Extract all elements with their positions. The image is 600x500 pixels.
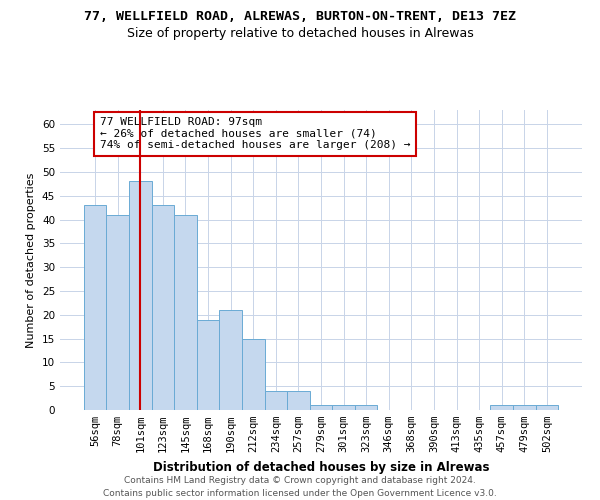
Text: Contains HM Land Registry data © Crown copyright and database right 2024.
Contai: Contains HM Land Registry data © Crown c… — [103, 476, 497, 498]
Bar — [536, 405, 558, 410]
Text: 77, WELLFIELD ROAD, ALREWAS, BURTON-ON-TRENT, DE13 7EZ: 77, WELLFIELD ROAD, ALREWAS, BURTON-ON-T… — [84, 10, 516, 23]
Bar — [242, 338, 265, 410]
Bar — [197, 320, 220, 410]
Bar — [129, 182, 152, 410]
Bar — [355, 405, 377, 410]
Bar — [220, 310, 242, 410]
Bar — [174, 215, 197, 410]
Bar — [106, 215, 129, 410]
Text: Size of property relative to detached houses in Alrewas: Size of property relative to detached ho… — [127, 28, 473, 40]
Bar — [310, 405, 332, 410]
Bar — [332, 405, 355, 410]
Bar — [513, 405, 536, 410]
Bar — [265, 391, 287, 410]
Bar — [287, 391, 310, 410]
Text: 77 WELLFIELD ROAD: 97sqm
← 26% of detached houses are smaller (74)
74% of semi-d: 77 WELLFIELD ROAD: 97sqm ← 26% of detach… — [100, 117, 410, 150]
X-axis label: Distribution of detached houses by size in Alrewas: Distribution of detached houses by size … — [153, 460, 489, 473]
Bar — [84, 205, 106, 410]
Bar — [152, 205, 174, 410]
Y-axis label: Number of detached properties: Number of detached properties — [26, 172, 37, 348]
Bar — [490, 405, 513, 410]
